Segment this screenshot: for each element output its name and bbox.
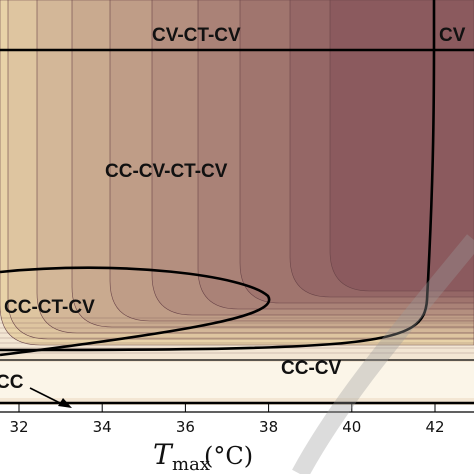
label-cc-cv-ct-cv: CC-CV-CT-CV xyxy=(105,161,228,182)
x-tick-label: 40 xyxy=(342,418,361,436)
phase-boundaries xyxy=(0,0,474,405)
contour-band xyxy=(329,0,474,292)
label-cc-ct-cv: CC-CT-CV xyxy=(4,297,95,318)
x-tick-label: 38 xyxy=(259,418,278,436)
x-axis-title-sub: max xyxy=(172,454,210,474)
x-axis-title: T max (°C) xyxy=(153,438,253,474)
x-axis-title-main: T xyxy=(153,438,174,471)
cc-ct-cv-boundary xyxy=(0,266,271,357)
label-cv-ct-cv: CV-CT-CV xyxy=(152,25,241,46)
x-tick-label: 32 xyxy=(9,418,28,436)
contour-bands xyxy=(0,0,474,346)
cc-cv-region xyxy=(0,362,474,398)
x-tick-label: 42 xyxy=(425,418,444,436)
cv-boundary xyxy=(0,0,436,352)
label-cc: CC xyxy=(0,372,24,393)
x-tick-label: 34 xyxy=(93,418,112,436)
label-cc-cv: CC-CV xyxy=(281,358,341,379)
x-tick-label: 36 xyxy=(176,418,195,436)
cc-arrow xyxy=(29,387,72,408)
label-cv: CV xyxy=(439,25,466,46)
watermark-swash xyxy=(292,234,474,474)
x-axis-title-unit: (°C) xyxy=(204,442,253,470)
x-axis-ticks: 32 34 36 38 40 42 xyxy=(9,403,445,436)
